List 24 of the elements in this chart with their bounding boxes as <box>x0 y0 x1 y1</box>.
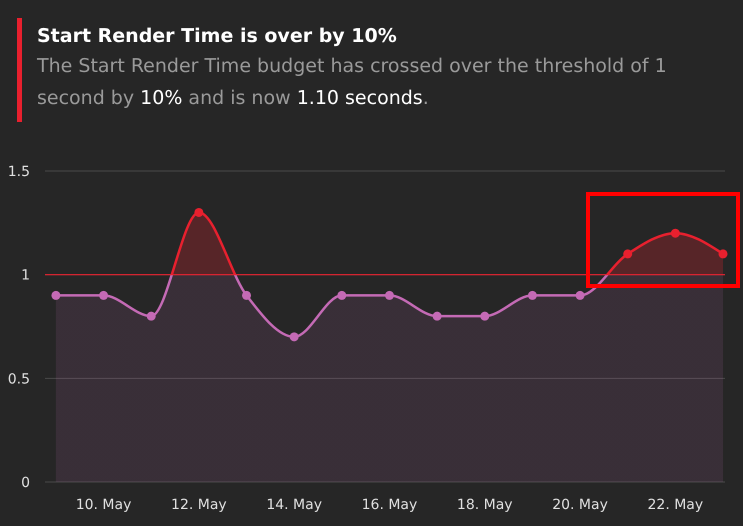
chart-title: Start Render Time is over by 10% <box>37 25 397 47</box>
x-tick-label: 10. May <box>76 497 132 513</box>
x-tick-label: 12. May <box>171 497 227 513</box>
point <box>528 290 537 300</box>
y-tick-label: 0.5 <box>8 371 30 388</box>
point <box>290 332 299 342</box>
point <box>576 290 585 300</box>
y-tick-label: 0 <box>21 475 30 491</box>
x-tick-label: 16. May <box>362 497 418 513</box>
point <box>99 290 108 300</box>
point <box>480 312 490 321</box>
x-tick-label: 18. May <box>456 497 513 513</box>
point <box>242 290 252 300</box>
point <box>432 312 442 321</box>
y-tick-label: 1.5 <box>8 164 30 180</box>
x-tick-label: 14. May <box>266 497 322 513</box>
point <box>51 290 60 300</box>
x-tick-label: 22. May <box>648 497 704 513</box>
y-tick-label: 1 <box>21 268 30 284</box>
point <box>384 290 394 300</box>
chart-subtitle: The Start Render Time budget has crossed over the threshold of 1 second by 10% and is now 1.10 seconds. <box>36 55 667 109</box>
point <box>337 290 346 300</box>
point <box>146 312 156 321</box>
x-tick-label: 20. May <box>552 497 608 513</box>
